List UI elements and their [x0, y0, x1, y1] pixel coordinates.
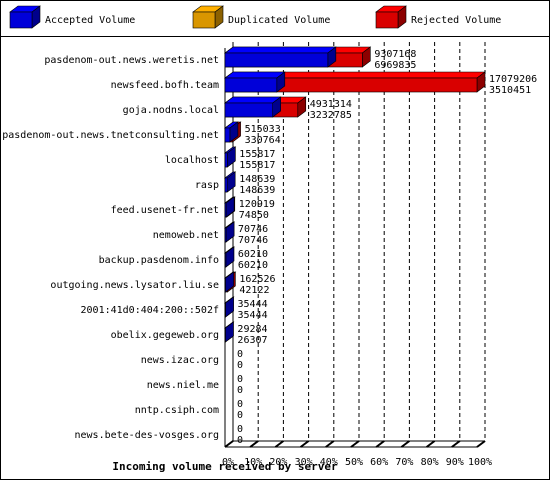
- x-tick-label: 20%: [269, 457, 287, 468]
- x-tick-label: 70%: [395, 457, 413, 468]
- legend-swatch: [375, 5, 407, 29]
- y-tick-label: news.bete-des-vosges.org: [75, 430, 220, 441]
- legend-label: Rejected Volume: [411, 15, 501, 26]
- y-tick-label: rasp: [195, 180, 219, 191]
- bar-accepted: [224, 246, 235, 268]
- y-tick-label: outgoing.news.lysator.liu.se: [50, 280, 219, 291]
- value-label: 29284: [237, 324, 267, 335]
- value-label: 4931314: [310, 99, 352, 110]
- tick-mark: [375, 440, 385, 448]
- bar-accepted: [224, 271, 235, 293]
- value-label: 330764: [245, 135, 281, 146]
- y-tick-label: pasdenom-out.news.tnetconsulting.net: [2, 130, 219, 141]
- legend-label: Duplicated Volume: [228, 15, 330, 26]
- tick-mark: [300, 440, 310, 448]
- legend-swatch: [192, 5, 224, 29]
- value-label: 0: [237, 435, 243, 446]
- value-label: 0: [237, 399, 243, 410]
- tick-mark: [274, 440, 284, 448]
- value-label: 0: [237, 360, 243, 371]
- bar-accepted: [224, 146, 237, 168]
- value-label: 35444: [238, 310, 268, 321]
- value-label: 3510451: [489, 85, 531, 96]
- tick-mark: [249, 440, 259, 448]
- y-tick-label: goja.nodns.local: [123, 105, 219, 116]
- y-tick-label: backup.pasdenom.info: [99, 255, 219, 266]
- value-label: 148639: [239, 185, 275, 196]
- bar-accepted: [224, 96, 282, 118]
- y-tick-label: news.niel.me: [147, 380, 219, 391]
- value-label: 155817: [239, 160, 275, 171]
- bar-accepted: [224, 321, 235, 343]
- value-label: 60210: [238, 260, 268, 271]
- tick-mark: [400, 440, 410, 448]
- value-label: 70746: [238, 235, 268, 246]
- value-label: 70746: [238, 224, 268, 235]
- value-label: 148639: [239, 174, 275, 185]
- value-label: 0: [237, 374, 243, 385]
- bar-accepted: [224, 196, 236, 218]
- tick-mark: [325, 440, 335, 448]
- tick-mark: [451, 440, 461, 448]
- x-tick-label: 40%: [320, 457, 338, 468]
- tick-mark: [350, 440, 360, 448]
- y-tick-label: feed.usenet-fr.net: [111, 205, 219, 216]
- value-label: 35444: [238, 299, 268, 310]
- tick-mark: [426, 440, 436, 448]
- value-label: 17079206: [489, 74, 537, 85]
- value-label: 42122: [239, 285, 269, 296]
- value-label: 9307168: [374, 49, 416, 60]
- y-tick-label: news.izac.org: [141, 355, 219, 366]
- x-tick-label: 90%: [446, 457, 464, 468]
- x-tick-label: 30%: [295, 457, 313, 468]
- value-label: 0: [237, 385, 243, 396]
- value-label: 155817: [239, 149, 275, 160]
- value-label: 74850: [239, 210, 269, 221]
- bar-accepted: [224, 221, 235, 243]
- value-label: 0: [237, 349, 243, 360]
- bar-accepted: [224, 121, 239, 143]
- value-label: 0: [237, 424, 243, 435]
- y-tick-label: newsfeed.bofh.team: [111, 80, 219, 91]
- y-tick-label: nntp.csiph.com: [135, 405, 219, 416]
- bar-accepted: [224, 171, 237, 193]
- value-label: 120919: [239, 199, 275, 210]
- y-tick-label: localhost: [165, 155, 219, 166]
- bar-accepted: [224, 46, 337, 68]
- bar-accepted: [224, 296, 235, 318]
- value-label: 26307: [237, 335, 267, 346]
- tick-mark: [476, 440, 486, 448]
- legend-swatch: [9, 5, 41, 29]
- y-tick-label: nemoweb.net: [153, 230, 219, 241]
- bar-rejected: [224, 71, 486, 93]
- value-label: 3232785: [310, 110, 352, 121]
- tick-mark: [224, 440, 234, 448]
- x-tick-label: 60%: [370, 457, 388, 468]
- legend-label: Accepted Volume: [45, 15, 135, 26]
- y-tick-label: obelix.gegeweb.org: [111, 330, 219, 341]
- y-tick-label: 2001:41d0:404:200::502f: [81, 305, 219, 316]
- value-label: 60210: [238, 249, 268, 260]
- x-tick-label: 50%: [345, 457, 363, 468]
- x-tick-label: 10%: [244, 457, 262, 468]
- value-label: 162526: [239, 274, 275, 285]
- x-tick-label: 0%: [222, 457, 234, 468]
- x-tick-label: 100%: [468, 457, 492, 468]
- bar-accepted: [224, 71, 286, 93]
- x-tick-label: 80%: [421, 457, 439, 468]
- x-axis-title: Incoming volume received by server: [112, 460, 338, 473]
- value-label: 0: [237, 410, 243, 421]
- value-label: 515033: [245, 124, 281, 135]
- value-label: 6969835: [374, 60, 416, 71]
- y-tick-label: pasdenom-out.news.weretis.net: [44, 55, 219, 66]
